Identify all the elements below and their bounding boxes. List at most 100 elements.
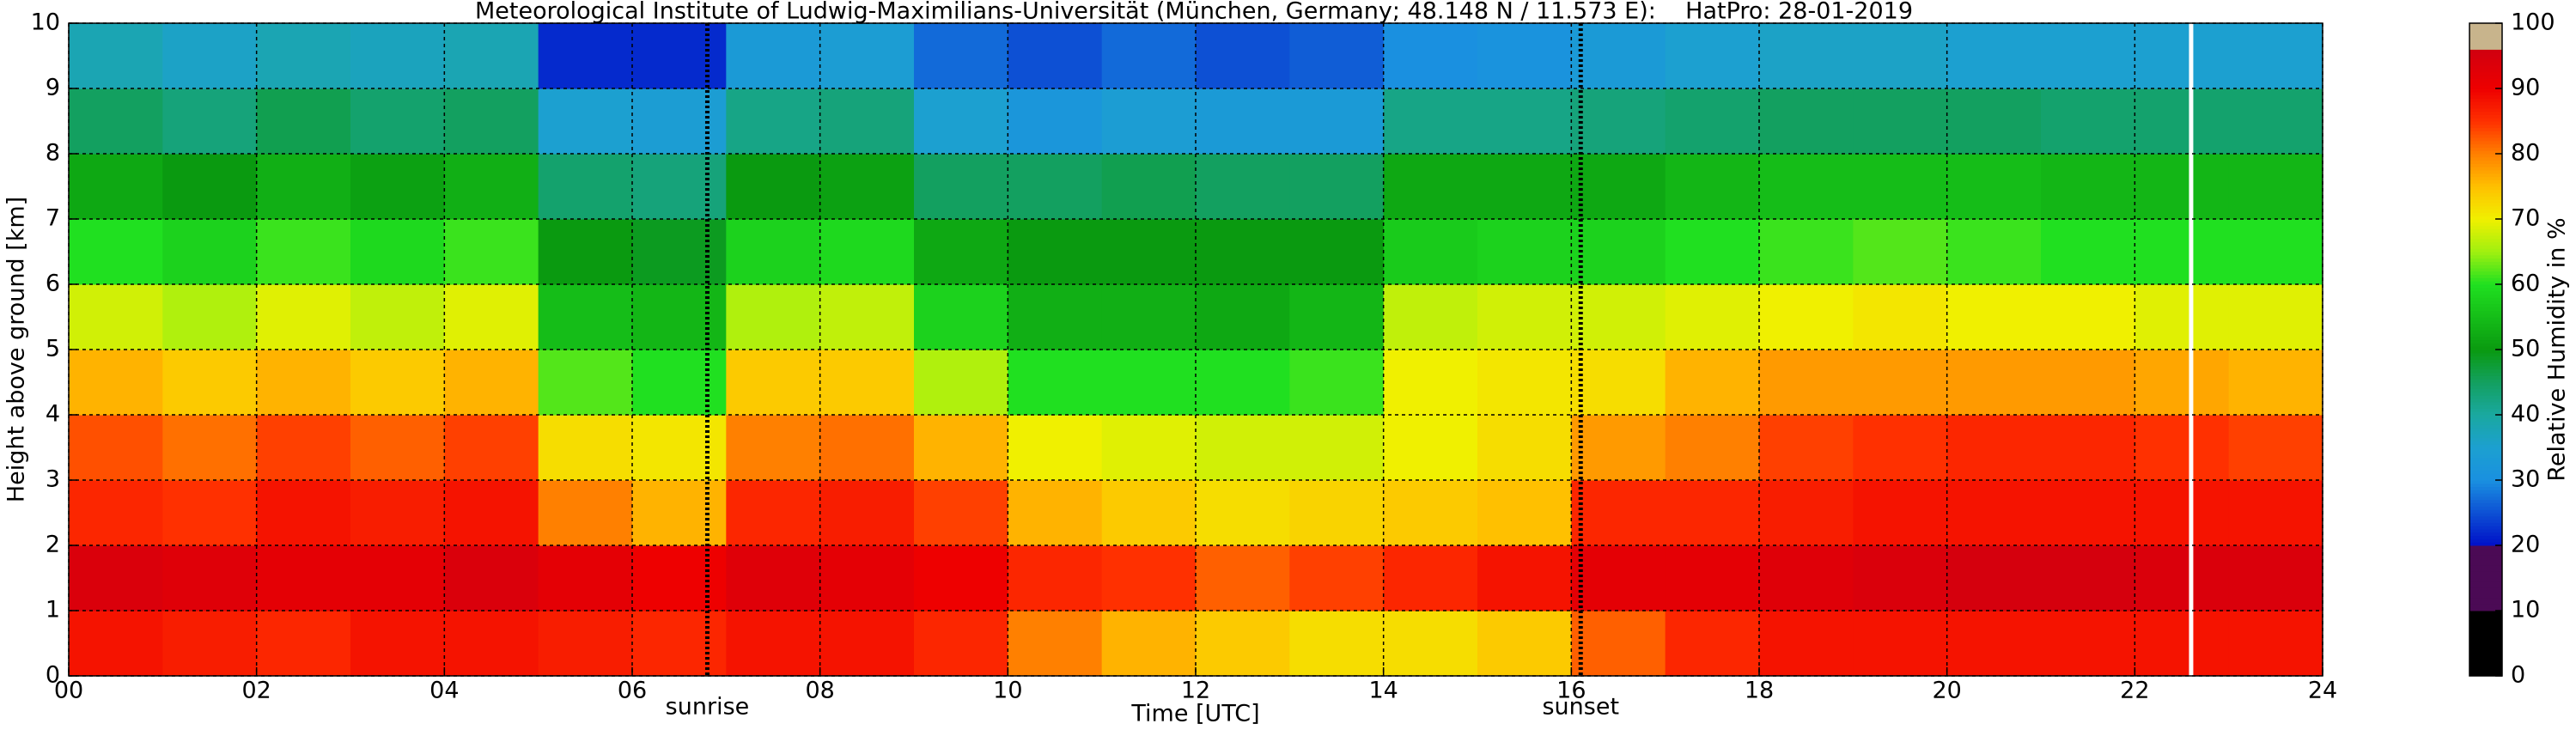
heatmap-cell xyxy=(1946,480,2042,546)
colorbar-segment xyxy=(2469,611,2502,615)
colorbar-segment xyxy=(2469,319,2502,325)
colorbar-segment xyxy=(2469,284,2502,289)
heatmap-cell xyxy=(1477,545,1572,611)
colorbar-segment xyxy=(2469,643,2502,648)
colorbar-segment xyxy=(2469,49,2502,53)
heatmap-cell xyxy=(350,23,445,89)
colorbar-segment xyxy=(2469,447,2502,452)
heatmap-cell xyxy=(1571,23,1666,89)
heatmap-cell xyxy=(1008,350,1103,416)
heatmap-cell xyxy=(726,611,821,677)
heatmap-cell xyxy=(1665,88,1760,155)
heatmap-cell xyxy=(538,415,633,481)
heatmap-cell xyxy=(1759,415,1854,481)
colorbar-segment xyxy=(2469,154,2502,158)
colorbar-label: Relative Humidity in % xyxy=(2544,217,2571,481)
heatmap-cell xyxy=(1196,23,1290,89)
y-axis-label: Height above ground [km] xyxy=(3,197,30,502)
heatmap-cell xyxy=(1571,415,1666,481)
x-axis-label: Time [UTC] xyxy=(1130,701,1259,727)
colorbar-segment xyxy=(2469,114,2502,119)
heatmap-cell xyxy=(444,415,539,481)
heatmap-cell xyxy=(632,88,727,155)
heatmap-cell xyxy=(2041,480,2135,546)
heatmap-cell xyxy=(819,284,915,350)
colorbar-segment xyxy=(2469,105,2502,109)
y-tick-label: 2 xyxy=(46,532,60,558)
heatmap-cell xyxy=(2228,219,2323,285)
colorbar-segment xyxy=(2469,173,2502,178)
colorbar-segment xyxy=(2469,490,2502,494)
heatmap-cell xyxy=(1101,415,1197,481)
heatmap-cell xyxy=(914,415,1008,481)
colorbar-segment xyxy=(2469,75,2502,80)
heatmap-cell xyxy=(726,154,821,220)
heatmap-cell xyxy=(1101,88,1197,155)
colorbar-segment xyxy=(2469,235,2502,240)
heatmap-cell xyxy=(1853,611,1948,677)
heatmap-cell xyxy=(632,545,727,611)
heatmap-cell xyxy=(538,480,633,546)
x-tick-label: 24 xyxy=(2308,678,2337,704)
y-tick-label: 7 xyxy=(46,205,60,232)
colorbar-segment xyxy=(2469,542,2502,546)
y-tick-label: 10 xyxy=(31,9,60,36)
colorbar-segment xyxy=(2469,532,2502,537)
annotation-label: sunset xyxy=(1542,694,1619,721)
colorbar-segment xyxy=(2469,352,2502,357)
colorbar-segment xyxy=(2469,294,2502,298)
colorbar-segment xyxy=(2469,303,2502,308)
heatmap-cell xyxy=(1853,23,1948,89)
colorbar-segment xyxy=(2469,466,2502,471)
heatmap-cell xyxy=(2228,415,2323,481)
heatmap-cell xyxy=(1759,545,1854,611)
colorbar-segment xyxy=(2469,591,2502,595)
y-tick-label: 4 xyxy=(46,401,60,428)
heatmap-cell xyxy=(1665,154,1760,220)
colorbar-segment xyxy=(2469,548,2502,553)
heatmap-cell xyxy=(1477,219,1572,285)
heatmap-cell xyxy=(1196,284,1290,350)
heatmap-cell xyxy=(726,350,821,416)
colorbar-segment xyxy=(2469,42,2502,47)
x-tick-label: 14 xyxy=(1368,678,1398,704)
colorbar-segment xyxy=(2469,36,2502,40)
heatmap-cell xyxy=(1759,350,1854,416)
colorbar-segment xyxy=(2469,196,2502,200)
colorbar-segment xyxy=(2469,578,2502,582)
heatmap-cell xyxy=(1853,415,1948,481)
heatmap-cell xyxy=(726,480,821,546)
colorbar-segment xyxy=(2469,392,2502,396)
heatmap-cell xyxy=(2134,480,2230,546)
heatmap-cell xyxy=(2228,284,2323,350)
heatmap-cell xyxy=(632,611,727,677)
heatmap-cell xyxy=(1853,219,1948,285)
colorbar-segment xyxy=(2469,186,2502,191)
y-tick-label: 1 xyxy=(46,597,60,624)
heatmap-cell xyxy=(1759,284,1854,350)
heatmap-cell xyxy=(1196,350,1290,416)
heatmap-cell xyxy=(632,284,727,350)
heatmap-cell xyxy=(162,284,258,350)
colorbar-segment xyxy=(2469,473,2502,478)
heatmap-cell xyxy=(1946,88,2042,155)
heatmap-cell xyxy=(1383,545,1478,611)
x-tick-label: 22 xyxy=(2120,678,2149,704)
colorbar-segment xyxy=(2469,538,2502,543)
colorbar-segment xyxy=(2469,444,2502,448)
colorbar-segment xyxy=(2469,460,2502,465)
heatmap-cell xyxy=(350,88,445,155)
colorbar-segment xyxy=(2469,143,2502,148)
heatmap-cell xyxy=(1289,219,1385,285)
colorbar-segment xyxy=(2469,261,2502,265)
heatmap-cell xyxy=(1946,415,2042,481)
colorbar-segment xyxy=(2469,483,2502,488)
colorbar-segment xyxy=(2469,385,2502,390)
heatmap-cell xyxy=(538,154,633,220)
colorbar-segment xyxy=(2469,630,2502,635)
x-tick-label: 16 xyxy=(1556,678,1586,704)
heatmap-cell xyxy=(1571,284,1666,350)
colorbar-segment xyxy=(2469,519,2502,523)
heatmap-cell xyxy=(444,480,539,546)
heatmap-cell xyxy=(1289,415,1385,481)
